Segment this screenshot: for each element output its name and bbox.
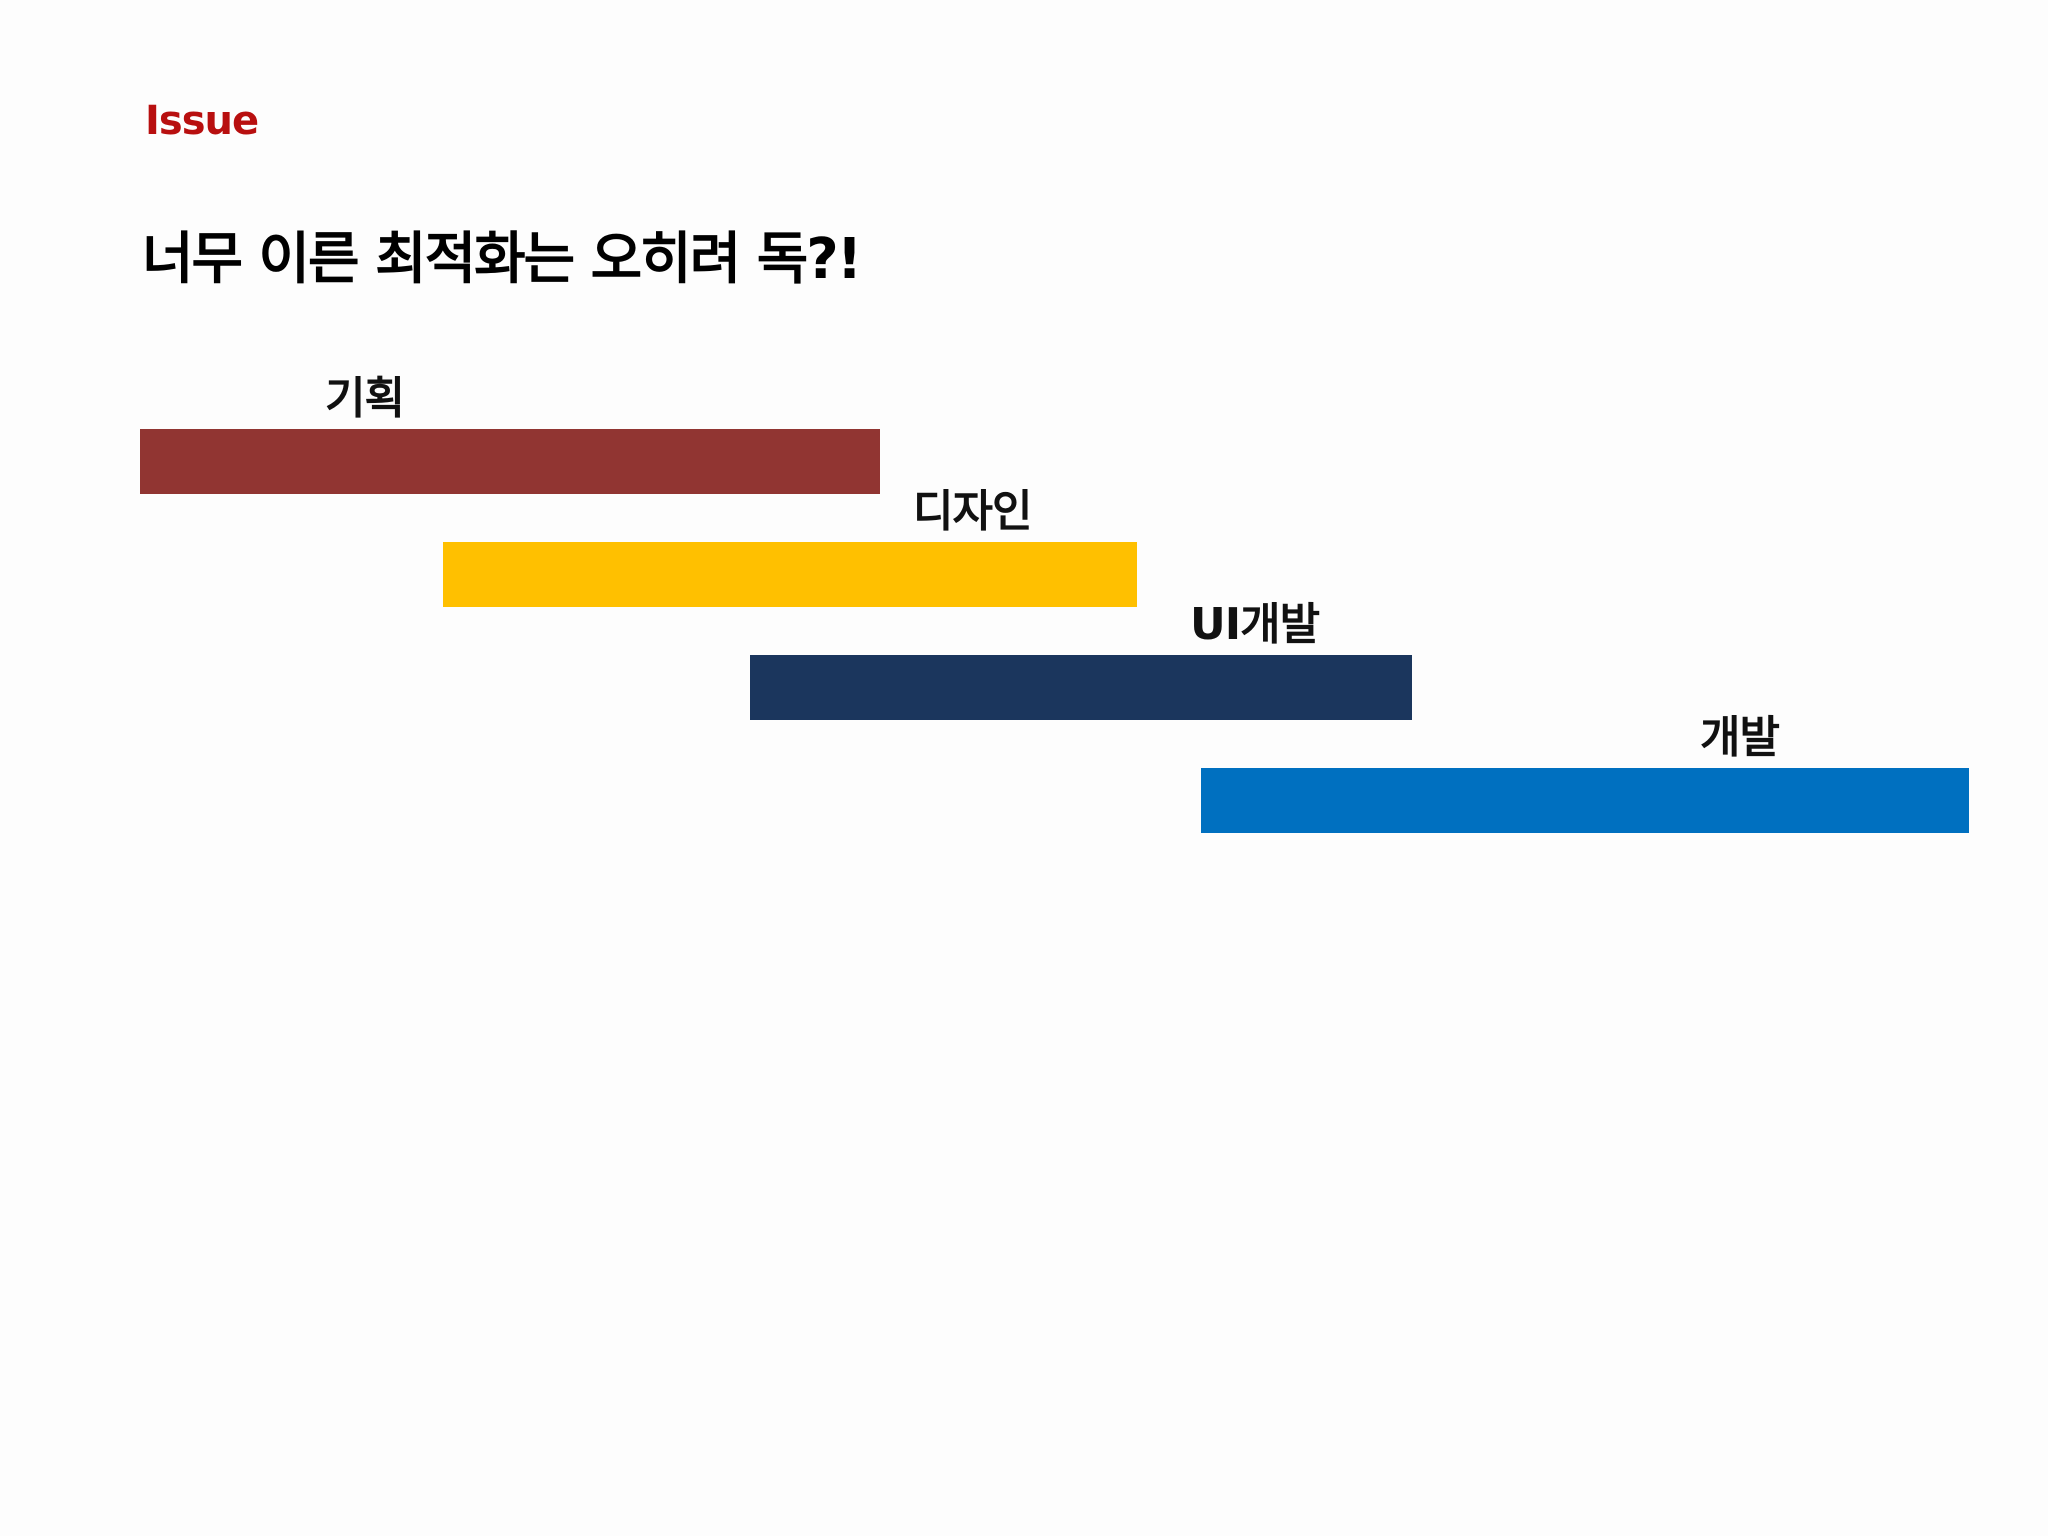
phase-label-design: 디자인 bbox=[913, 486, 1032, 537]
phase-label-planning: 기획 bbox=[325, 373, 405, 424]
phase-bar-planning bbox=[140, 429, 880, 494]
phase-label-ui-development: UI개발 bbox=[1190, 599, 1320, 650]
section-kicker: Issue bbox=[145, 98, 259, 144]
phase-bar-design bbox=[443, 542, 1137, 607]
phase-bar-development bbox=[1201, 768, 1969, 833]
phase-label-development: 개발 bbox=[1700, 712, 1780, 763]
phase-bar-ui-development bbox=[750, 655, 1412, 720]
slide-title: 너무 이른 최적화는 오히려 독?! bbox=[142, 227, 862, 292]
